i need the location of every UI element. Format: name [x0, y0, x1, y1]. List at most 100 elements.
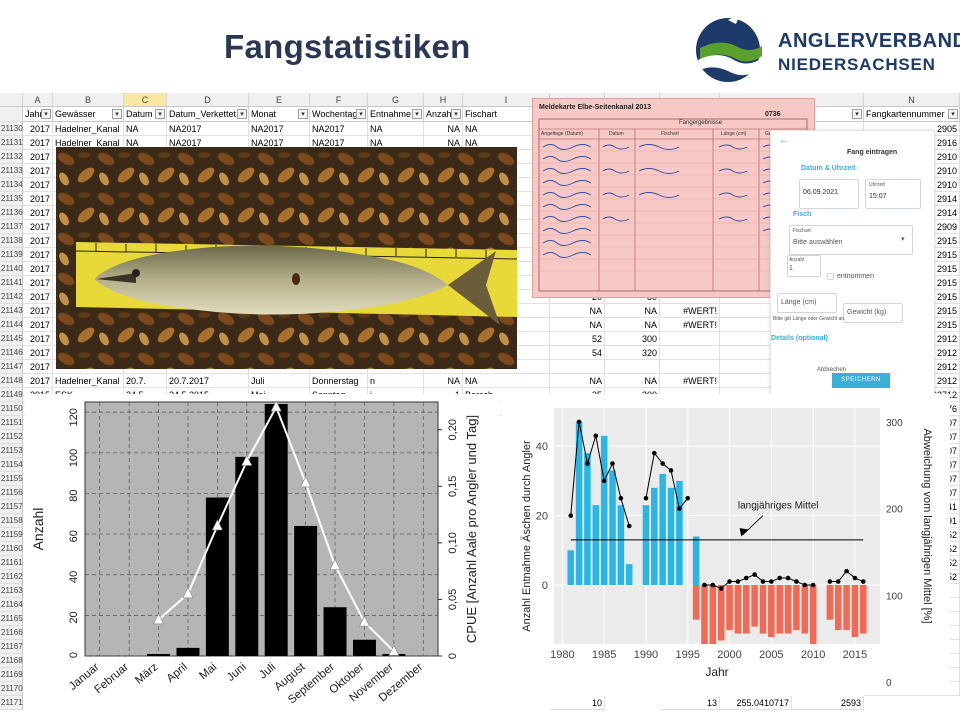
table-cell[interactable]: 2017	[23, 332, 53, 346]
filter-dropdown-icon[interactable]: ▾	[451, 109, 461, 119]
column-letter[interactable]: C	[124, 93, 167, 107]
column-letter[interactable]: F	[310, 93, 368, 107]
table-cell[interactable]: 2017	[23, 374, 53, 388]
row-number[interactable]: 21166	[0, 626, 23, 640]
corner-cell[interactable]	[0, 93, 23, 107]
table-cell[interactable]: NA2017	[249, 122, 310, 136]
table-cell[interactable]: n	[368, 374, 424, 388]
column-letter[interactable]: G	[368, 93, 424, 107]
row-number[interactable]: 21171	[0, 696, 23, 710]
filter-dropdown-icon[interactable]: ▾	[298, 109, 308, 119]
table-cell[interactable]: Juli	[249, 374, 310, 388]
table-cell[interactable]: 300	[605, 332, 660, 346]
table-cell[interactable]: NA	[550, 318, 605, 332]
row-number[interactable]: 21134	[0, 178, 23, 192]
table-cell[interactable]: 2017	[23, 136, 53, 150]
table-cell[interactable]: 2017	[23, 360, 53, 374]
column-letter[interactable]: H	[424, 93, 463, 107]
table-cell[interactable]: NA	[550, 304, 605, 318]
row-number[interactable]: 21142	[0, 290, 23, 304]
table-cell[interactable]	[660, 332, 720, 346]
filter-dropdown-icon[interactable]: ▾	[948, 109, 958, 119]
table-cell[interactable]: 20.7.	[124, 374, 167, 388]
time-field[interactable]	[865, 179, 921, 209]
column-letter[interactable]: D	[167, 93, 249, 107]
row-number[interactable]: 21131	[0, 136, 23, 150]
row-number[interactable]: 21163	[0, 584, 23, 598]
column-letter[interactable]: A	[23, 93, 53, 107]
table-cell[interactable]: 2017	[23, 178, 53, 192]
table-cell[interactable]: 13	[660, 696, 720, 710]
table-cell[interactable]: 255.0410717	[720, 696, 792, 710]
table-cell[interactable]	[550, 360, 605, 374]
weight-field[interactable]	[843, 303, 903, 323]
table-cell[interactable]: 2017	[23, 122, 53, 136]
column-letter[interactable]: E	[249, 93, 310, 107]
table-cell[interactable]	[605, 360, 660, 374]
row-number[interactable]: 21159	[0, 528, 23, 542]
table-cell[interactable]: 54	[550, 346, 605, 360]
row-number[interactable]: 21160	[0, 542, 23, 556]
table-cell[interactable]: 2017	[23, 290, 53, 304]
row-number[interactable]: 21156	[0, 486, 23, 500]
row-number[interactable]: 21162	[0, 570, 23, 584]
table-cell[interactable]: 52	[550, 332, 605, 346]
table-cell[interactable]: 10	[550, 696, 605, 710]
row-number[interactable]: 21130	[0, 122, 23, 136]
table-cell[interactable]: NA	[424, 374, 463, 388]
row-number[interactable]: 21150	[0, 402, 23, 416]
row-number[interactable]: 21148	[0, 374, 23, 388]
taken-checkbox[interactable]	[827, 273, 834, 280]
row-number[interactable]: 21152	[0, 430, 23, 444]
table-cell[interactable]: NA	[463, 374, 550, 388]
column-header[interactable]: Wochentag ▾	[310, 107, 368, 122]
table-cell[interactable]: #WERT!	[660, 304, 720, 318]
row-number[interactable]: 21164	[0, 598, 23, 612]
table-cell[interactable]: 2593	[792, 696, 864, 710]
filter-dropdown-icon[interactable]: ▾	[412, 109, 422, 119]
row-number[interactable]: 21139	[0, 248, 23, 262]
filter-dropdown-icon[interactable]: ▾	[155, 109, 165, 119]
row-number[interactable]: 21136	[0, 206, 23, 220]
row-number[interactable]: 21158	[0, 514, 23, 528]
row-number[interactable]: 21168	[0, 654, 23, 668]
table-cell[interactable]: 2017	[23, 234, 53, 248]
table-cell[interactable]: Hadelner_Kanal	[53, 374, 124, 388]
table-cell[interactable]	[660, 360, 720, 374]
table-cell[interactable]: NA	[605, 374, 660, 388]
back-arrow-icon[interactable]: ←	[779, 135, 789, 146]
fish-select[interactable]	[789, 225, 913, 255]
column-header[interactable]: Entnahme ▾	[368, 107, 424, 122]
table-cell[interactable]: 2017	[23, 276, 53, 290]
filter-dropdown-icon[interactable]: ▾	[356, 109, 366, 119]
table-cell[interactable]: NA	[550, 374, 605, 388]
row-number[interactable]: 21141	[0, 276, 23, 290]
count-field[interactable]	[787, 255, 821, 277]
row-number[interactable]: 21140	[0, 262, 23, 276]
column-header[interactable]: Datum ▾	[124, 107, 167, 122]
table-cell[interactable]: 20.7.2017	[167, 374, 249, 388]
table-cell[interactable]: 2017	[23, 150, 53, 164]
row-number[interactable]: 21132	[0, 150, 23, 164]
table-cell[interactable]: 2017	[23, 304, 53, 318]
row-number[interactable]: 21153	[0, 444, 23, 458]
row-number[interactable]: 21143	[0, 304, 23, 318]
filter-dropdown-icon[interactable]: ▾	[852, 109, 862, 119]
column-header[interactable]: Gewässer ▾	[53, 107, 124, 122]
row-number[interactable]: 21138	[0, 234, 23, 248]
filter-dropdown-icon[interactable]: ▾	[112, 109, 122, 119]
column-header[interactable]: Fangkartennummer ▾	[864, 107, 960, 122]
column-header[interactable]: Anzahl ▾	[424, 107, 463, 122]
row-number[interactable]: 21135	[0, 192, 23, 206]
row-number[interactable]: 21147	[0, 360, 23, 374]
table-cell[interactable]: NA2017	[167, 122, 249, 136]
column-letter[interactable]: B	[53, 93, 124, 107]
row-number[interactable]: 21169	[0, 668, 23, 682]
row-number[interactable]: 21167	[0, 640, 23, 654]
table-cell[interactable]: Donnerstag	[310, 374, 368, 388]
table-cell[interactable]: #WERT!	[660, 374, 720, 388]
row-number[interactable]: 21161	[0, 556, 23, 570]
table-cell[interactable]: 2017	[23, 262, 53, 276]
row-number[interactable]: 21157	[0, 500, 23, 514]
table-cell[interactable]: #WERT!	[660, 318, 720, 332]
